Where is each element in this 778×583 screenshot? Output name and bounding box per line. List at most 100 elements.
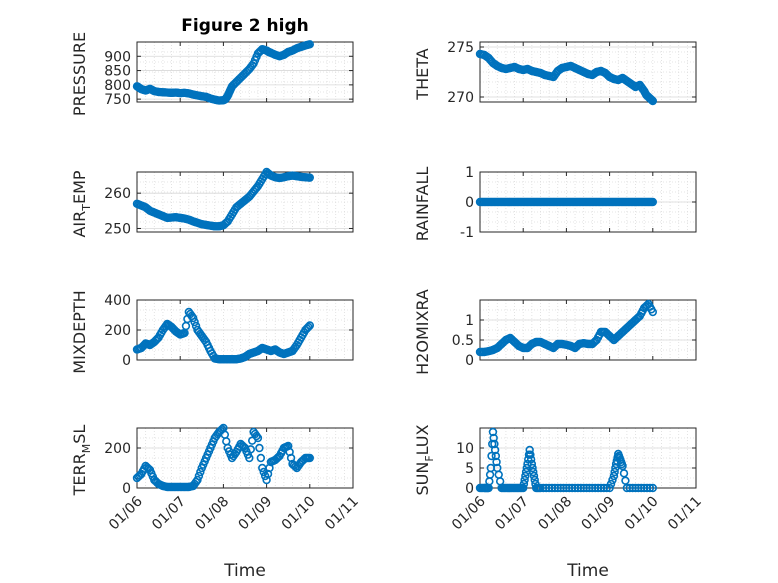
- axis-5-grid: [479, 300, 697, 361]
- data-point-interp: [522, 463, 531, 473]
- data-point: [596, 483, 606, 493]
- data-point: [639, 483, 649, 493]
- data-point-interp: [606, 479, 616, 489]
- data-point: [525, 445, 534, 455]
- data-point-interp: [634, 483, 643, 493]
- data-point: [631, 483, 640, 493]
- axis-4-mixdepth: 0 200 400 MIXDEPTH: [70, 290, 354, 374]
- data-point: [648, 307, 657, 317]
- x-tick-label: 01/07: [492, 494, 532, 534]
- axis-5-frame: [479, 299, 697, 361]
- data-point-interp: [256, 453, 266, 463]
- y-tick-label: 0: [465, 481, 474, 497]
- x-tick-label: 01/09: [579, 494, 619, 534]
- data-point-interp: [255, 443, 264, 453]
- data-point: [529, 471, 539, 481]
- data-point-interp: [190, 317, 199, 327]
- data-point: [609, 471, 619, 481]
- x-tick-label: 01/11: [665, 494, 705, 534]
- axis-6-grid: [136, 428, 354, 489]
- axis-5-series: [475, 299, 657, 357]
- data-point: [544, 483, 554, 493]
- axis-0-grid: [136, 42, 354, 102]
- data-point-interp: [519, 479, 529, 489]
- data-point: [588, 483, 597, 493]
- data-point-interp: [576, 483, 585, 493]
- axis-1-series: [475, 49, 657, 106]
- x-tick-label: 01/07: [149, 494, 189, 534]
- y-tick-label: -1: [460, 225, 474, 241]
- data-point: [253, 433, 263, 443]
- axis-6-ylabel: TERRMSL: [70, 425, 93, 497]
- axis-1-theta: 270 275 THETA: [413, 40, 697, 106]
- data-point: [188, 313, 198, 323]
- y-tick-label: 250: [104, 221, 131, 237]
- data-point-interp: [487, 451, 496, 461]
- y-tick-label: 260: [104, 186, 131, 202]
- data-point: [245, 453, 254, 463]
- data-point-interp: [529, 467, 538, 477]
- data-point: [648, 96, 657, 106]
- data-point-interp: [608, 475, 617, 485]
- axis-7-ylabel: SUNFLUX: [413, 424, 436, 495]
- data-point-interp: [590, 483, 600, 493]
- x-tick-label: 01/10: [279, 494, 319, 534]
- data-point: [536, 483, 545, 493]
- data-point: [648, 483, 657, 493]
- data-point-interp: [567, 483, 577, 493]
- data-point-interp: [565, 483, 574, 493]
- data-point: [527, 459, 537, 469]
- data-point-interp: [610, 467, 619, 477]
- data-point-interp: [593, 483, 603, 493]
- axis-3-rainfall: -1 0 1 RAINFALL: [413, 165, 697, 241]
- data-point-interp: [619, 469, 629, 478]
- data-point: [605, 483, 614, 493]
- axis-4-series: [132, 307, 314, 364]
- data-point-interp: [181, 321, 191, 331]
- data-point: [305, 321, 314, 330]
- data-point-interp: [526, 455, 536, 464]
- x-tick-label: 01/09: [236, 494, 276, 534]
- data-point-interp: [621, 476, 630, 485]
- axis-0-frame: [136, 41, 354, 103]
- axis-5-h2omixra: 0 0.5 1 H2OMIXRA: [413, 289, 697, 375]
- x-tick-label: 01/08: [535, 494, 575, 534]
- data-point-interp: [494, 470, 503, 479]
- axis-3-series: [475, 197, 657, 207]
- axis-2-ylabel: AIRTEMP: [70, 170, 93, 237]
- data-point-interp: [559, 483, 568, 493]
- axis-4-ylabel: MIXDEPTH: [70, 290, 89, 373]
- data-point: [305, 453, 314, 463]
- y-tick-label: 750: [104, 92, 131, 108]
- data-point-interp: [259, 467, 268, 477]
- y-tick-label: 800: [104, 78, 131, 94]
- x-tick-label: 01/06: [106, 493, 146, 533]
- data-point: [648, 197, 657, 207]
- y-tick-label: 270: [447, 90, 474, 106]
- data-point-interp: [542, 483, 551, 493]
- data-point-interp: [520, 475, 529, 485]
- axis-1-frame: [479, 41, 697, 103]
- x-tick-label: 01/06: [449, 493, 489, 533]
- data-point-interp: [196, 467, 205, 477]
- data-point: [570, 483, 580, 493]
- y-tick-label: 400: [104, 293, 131, 309]
- axis-6-frame: [136, 427, 354, 489]
- data-point: [193, 475, 202, 485]
- axis-6-xlabel: Time: [223, 561, 266, 581]
- data-point-interp: [556, 483, 565, 493]
- data-point-interp: [599, 483, 609, 493]
- y-tick-label: 1: [465, 165, 474, 181]
- data-point: [562, 483, 571, 493]
- data-point: [305, 173, 314, 182]
- axis-6-terr_msl: 0 200 01/06 01/07 01/08 01/09 01/10 01/11 TERRMS…: [70, 423, 362, 581]
- y-tick-label: 900: [104, 49, 131, 65]
- data-point-interp: [485, 477, 494, 486]
- data-point-interp: [530, 475, 539, 485]
- data-point: [521, 471, 530, 481]
- y-tick-label: 200: [104, 441, 131, 457]
- axis-7-sun_flux: 0 5 10 01/06 01/07 01/08 01/09 01/10 01/11 SUNFLU…: [413, 424, 705, 581]
- y-tick-label: 10: [456, 441, 474, 457]
- y-tick-label: 1: [465, 313, 474, 329]
